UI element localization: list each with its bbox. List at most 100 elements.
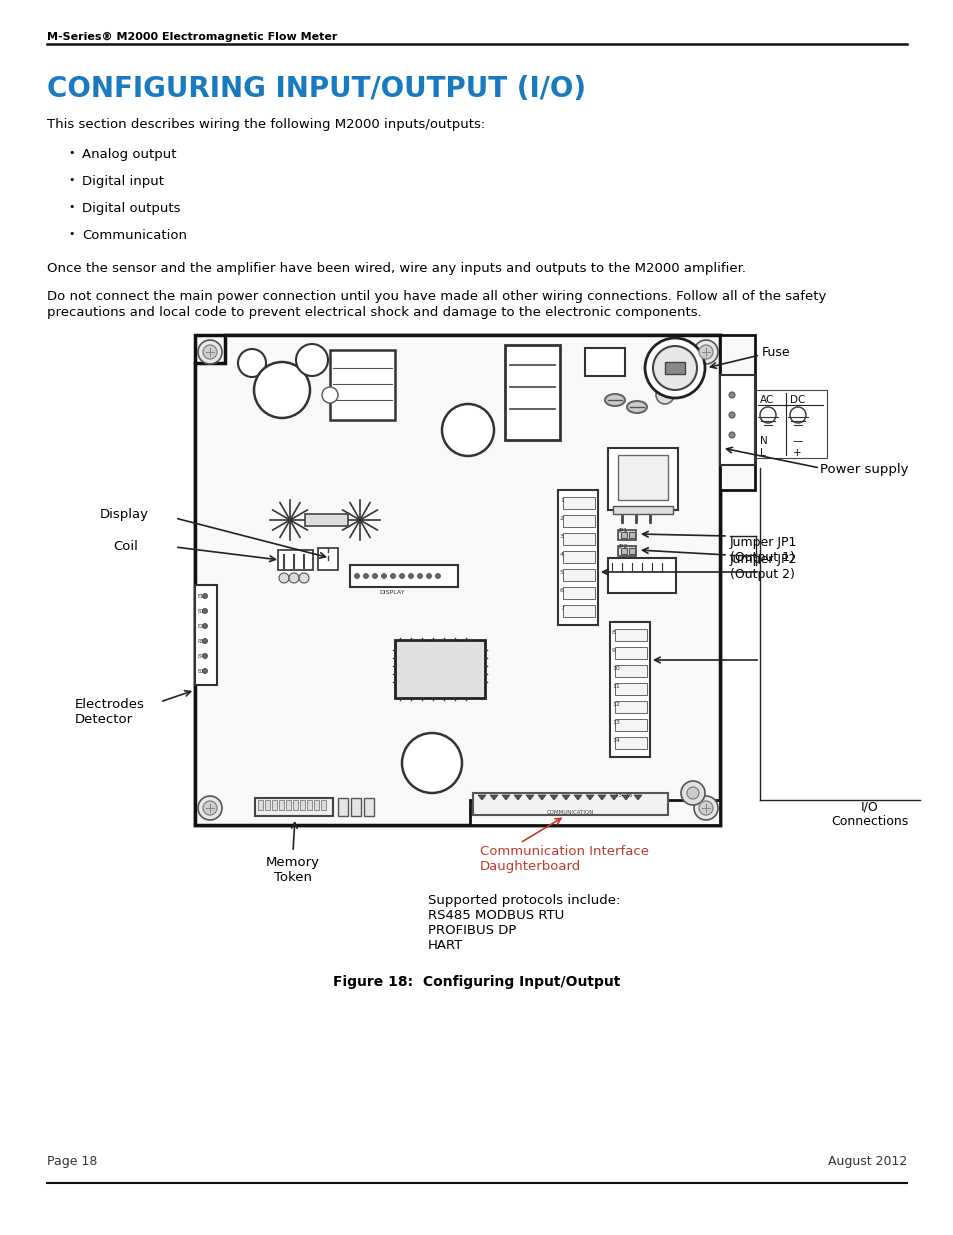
Text: •: •: [68, 203, 74, 212]
Circle shape: [435, 573, 440, 578]
Circle shape: [363, 573, 368, 578]
Text: 1: 1: [559, 498, 563, 503]
Circle shape: [198, 340, 222, 364]
Bar: [470, 800, 720, 825]
Bar: [277, 550, 313, 571]
Text: 12: 12: [612, 701, 619, 706]
Text: Fuse: Fuse: [761, 346, 790, 358]
Text: M-Series® M2000 Electromagnetic Flow Meter: M-Series® M2000 Electromagnetic Flow Met…: [47, 32, 337, 42]
Text: JP1: JP1: [618, 529, 627, 534]
Bar: [562, 534, 595, 545]
Text: Memory
Token: Memory Token: [266, 856, 319, 884]
Bar: [330, 350, 395, 420]
Bar: [320, 800, 326, 810]
Bar: [609, 622, 649, 757]
Text: 14: 14: [612, 739, 619, 743]
Polygon shape: [490, 795, 497, 800]
Bar: [615, 719, 646, 731]
Text: E0: E0: [198, 609, 204, 614]
Text: N: N: [760, 436, 767, 446]
Bar: [293, 800, 297, 810]
Text: CONFIGURING INPUT/OUTPUT (I/O): CONFIGURING INPUT/OUTPUT (I/O): [47, 75, 585, 103]
Text: Electrodes
Detector: Electrodes Detector: [75, 698, 145, 726]
Circle shape: [203, 345, 216, 359]
Text: 3: 3: [559, 534, 563, 538]
Circle shape: [680, 781, 704, 805]
Bar: [584, 348, 624, 375]
Bar: [307, 800, 312, 810]
Circle shape: [202, 609, 208, 614]
Circle shape: [202, 653, 208, 658]
Bar: [615, 737, 646, 748]
Text: AC: AC: [760, 395, 774, 405]
Circle shape: [278, 573, 289, 583]
Circle shape: [401, 734, 461, 793]
Polygon shape: [194, 335, 720, 825]
Text: 15  16: 15 16: [615, 793, 632, 798]
Bar: [720, 375, 754, 466]
Bar: [314, 800, 318, 810]
Circle shape: [408, 573, 413, 578]
Bar: [194, 335, 720, 825]
Text: Do not connect the main power connection until you have made all other wiring co: Do not connect the main power connection…: [47, 290, 825, 303]
Polygon shape: [585, 795, 594, 800]
Bar: [272, 800, 276, 810]
Circle shape: [203, 802, 216, 815]
Polygon shape: [501, 795, 510, 800]
Text: E2: E2: [198, 624, 204, 629]
Circle shape: [253, 362, 310, 417]
Bar: [286, 800, 291, 810]
Text: Power supply: Power supply: [820, 463, 907, 477]
Bar: [317, 548, 337, 571]
Bar: [299, 800, 305, 810]
Circle shape: [693, 797, 718, 820]
Circle shape: [390, 573, 395, 578]
Bar: [194, 585, 216, 685]
Text: R5: R5: [198, 638, 204, 643]
Bar: [562, 587, 595, 599]
Circle shape: [381, 573, 386, 578]
Text: L: L: [760, 448, 765, 458]
Bar: [615, 664, 646, 677]
Text: Coil: Coil: [112, 540, 138, 553]
Bar: [615, 683, 646, 695]
Text: 11: 11: [612, 684, 619, 689]
Polygon shape: [609, 795, 618, 800]
Circle shape: [202, 668, 208, 673]
Text: Figure 18:  Configuring Input/Output: Figure 18: Configuring Input/Output: [333, 974, 620, 989]
Bar: [613, 506, 672, 514]
Text: E0: E0: [198, 669, 204, 674]
Circle shape: [289, 573, 298, 583]
Circle shape: [644, 338, 704, 398]
Polygon shape: [525, 795, 534, 800]
Circle shape: [202, 594, 208, 599]
Text: Jumper JP1
(Output 1): Jumper JP1 (Output 1): [729, 536, 797, 564]
Circle shape: [728, 432, 734, 438]
Text: Communication: Communication: [82, 228, 187, 242]
Polygon shape: [621, 795, 629, 800]
Text: 2: 2: [559, 516, 563, 521]
Bar: [562, 569, 595, 580]
Circle shape: [686, 787, 699, 799]
Bar: [562, 551, 595, 563]
Bar: [720, 335, 754, 490]
Polygon shape: [574, 795, 581, 800]
Text: •: •: [68, 148, 74, 158]
Bar: [615, 701, 646, 713]
Polygon shape: [550, 795, 558, 800]
Polygon shape: [477, 795, 485, 800]
Circle shape: [298, 573, 309, 583]
Text: DC: DC: [789, 395, 804, 405]
Ellipse shape: [604, 394, 624, 406]
Text: Analog output: Analog output: [82, 148, 176, 161]
Text: EP: EP: [198, 655, 204, 659]
Text: 8: 8: [612, 630, 616, 635]
Text: 6: 6: [559, 588, 563, 593]
Text: I/O
Connections: I/O Connections: [830, 800, 907, 827]
Bar: [628, 548, 635, 555]
Circle shape: [728, 391, 734, 398]
Circle shape: [441, 404, 494, 456]
Circle shape: [198, 797, 222, 820]
Text: DISPLAY: DISPLAY: [379, 590, 404, 595]
Bar: [558, 490, 598, 625]
